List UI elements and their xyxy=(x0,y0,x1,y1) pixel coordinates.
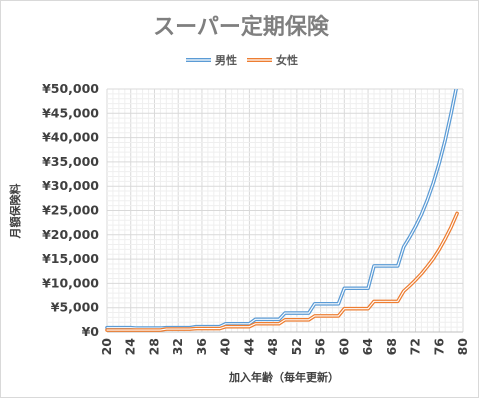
x-axis-title: 加入年齢（毎年更新） xyxy=(228,370,339,384)
x-tick-label: 60 xyxy=(336,338,351,356)
y-tick-label: ¥15,000 xyxy=(42,251,99,266)
y-axis-title: 月額保険料 xyxy=(8,184,22,240)
x-tick-label: 76 xyxy=(431,338,446,356)
legend: 男性 女性 xyxy=(186,53,298,67)
series-lines xyxy=(105,89,459,332)
legend-label-male: 男性 xyxy=(215,53,237,67)
y-tick-label: ¥45,000 xyxy=(42,105,99,120)
y-tick-label: ¥0 xyxy=(82,324,100,339)
gridlines xyxy=(106,88,464,333)
x-tick-label: 64 xyxy=(360,338,375,356)
legend-label-female: 女性 xyxy=(276,53,298,67)
chart-title: スーパー定期保険 xyxy=(153,14,330,40)
y-tick-label: ¥35,000 xyxy=(42,154,99,169)
x-axis-ticks: 20 24 28 32 36 40 44 48 52 56 60 64 68 72 76 80 xyxy=(99,338,470,356)
y-tick-label: ¥5,000 xyxy=(51,300,100,315)
x-tick-label: 48 xyxy=(265,338,280,355)
x-tick-label: 36 xyxy=(194,338,209,356)
x-tick-label: 44 xyxy=(241,338,256,356)
legend-item-male: 男性 xyxy=(186,53,237,67)
x-tick-label: 28 xyxy=(146,338,161,355)
x-tick-label: 40 xyxy=(218,338,233,356)
y-tick-label: ¥30,000 xyxy=(42,178,99,193)
y-tick-label: ¥20,000 xyxy=(42,227,99,242)
x-tick-label: 24 xyxy=(123,338,138,356)
x-tick-label: 68 xyxy=(384,338,399,355)
y-tick-label: ¥50,000 xyxy=(42,81,99,96)
y-tick-label: ¥10,000 xyxy=(42,275,99,290)
x-tick-label: 52 xyxy=(289,338,304,355)
legend-item-female: 女性 xyxy=(247,53,298,67)
x-tick-label: 32 xyxy=(170,338,185,355)
y-tick-label: ¥25,000 xyxy=(42,203,99,218)
x-tick-label: 80 xyxy=(455,338,470,356)
x-tick-label: 56 xyxy=(313,338,328,356)
y-axis-ticks: ¥0 ¥5,000 ¥10,000 ¥15,000 ¥20,000 ¥25,000 ¥30,… xyxy=(42,81,99,339)
x-tick-label: 20 xyxy=(99,338,114,356)
series-line-female-inner xyxy=(106,212,458,331)
x-tick-label: 72 xyxy=(408,338,423,355)
y-tick-label: ¥40,000 xyxy=(42,130,99,145)
